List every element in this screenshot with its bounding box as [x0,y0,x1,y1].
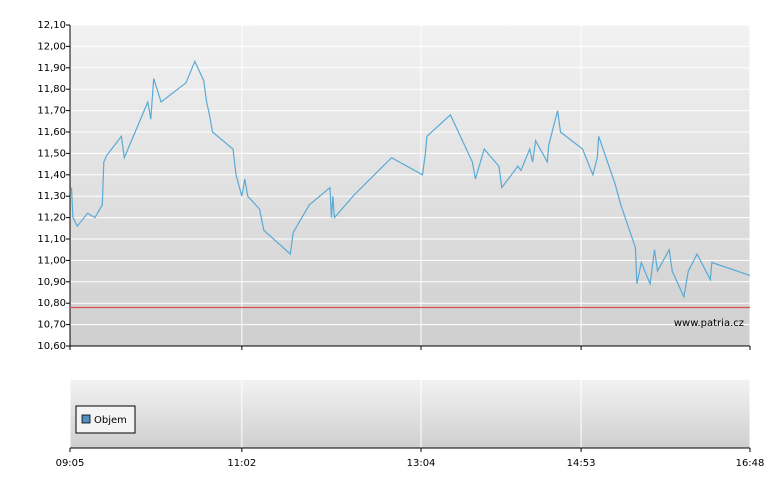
x-tick-label: 14:53 [567,458,596,469]
y-tick-label: 11,60 [37,127,66,138]
y-tick-label: 10,90 [37,277,66,288]
volume-panel [70,380,750,448]
y-tick-label: 11,90 [37,63,66,74]
y-tick-label: 11,30 [37,191,66,202]
price-line [70,59,751,299]
y-tick-label: 11,80 [37,84,66,95]
x-tick-label: 13:04 [407,458,436,469]
y-tick-label: 10,70 [37,320,66,331]
y-tick-label: 11,00 [37,255,66,266]
x-tick-label: 16:48 [736,458,765,469]
y-tick-label: 12,10 [37,20,66,31]
x-tick-label: 09:05 [56,458,85,469]
legend-swatch [81,414,91,424]
y-tick-label: 11,50 [37,148,66,159]
y-tick-label: 11,20 [37,213,66,224]
x-tick-label: 11:02 [227,458,256,469]
y-tick-label: 10,80 [37,298,66,309]
y-tick-label: 12,00 [37,41,66,52]
y-tick-label: 10,60 [37,341,66,352]
price-panel [70,25,750,346]
legend-label: Objem [94,415,127,426]
y-tick-label: 11,70 [37,106,66,117]
y-tick-label: 11,40 [37,170,66,181]
y-tick-label: 11,10 [37,234,66,245]
watermark: www.patria.cz [674,318,744,329]
